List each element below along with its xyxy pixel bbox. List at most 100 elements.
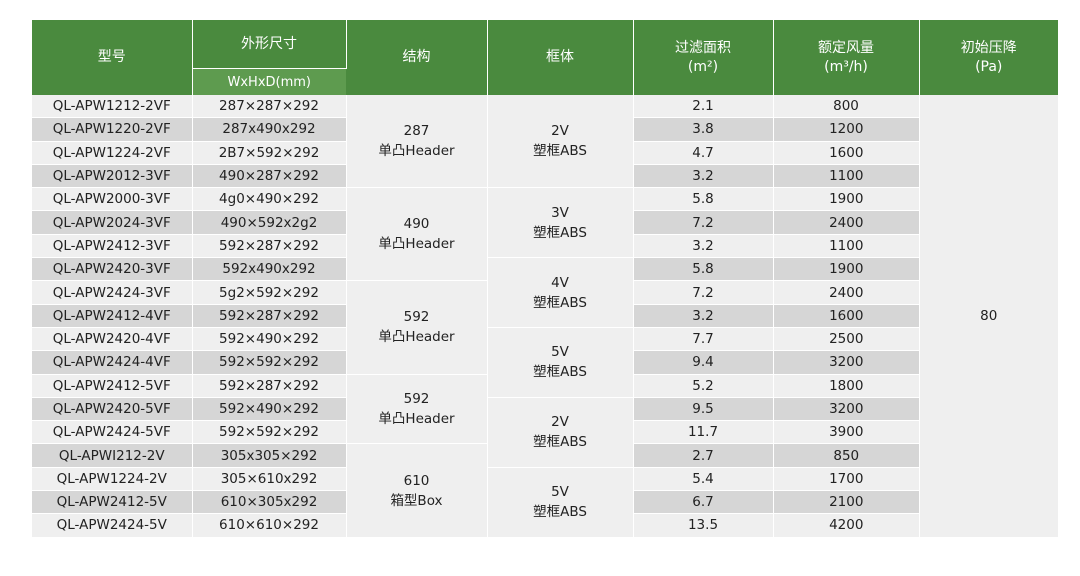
model-cell: QL-APW2420-3VF <box>32 257 193 282</box>
table-body: QL-APW1212-2VF 287×287×292 287 单凸Header 2V … <box>32 95 1058 538</box>
filter-spec-table: 型号 外形尺寸 结构 框体 过滤面积 (m²) 额定风量 (m³/h) 初始压降… <box>32 20 1058 538</box>
table-row: QL-APW1224-2VF 2B7×592×292 4.7 1600 <box>32 141 1058 165</box>
model-cell: QL-APW2012-3VF <box>32 164 193 189</box>
table-row: QL-APW2424-5VF 592×592×292 11.7 3900 <box>32 420 1058 445</box>
frame-label: 2V 塑框ABS <box>533 123 587 160</box>
structure-cell: 592 单凸Header <box>346 374 488 445</box>
model-cell: QL-APW1212-2VF <box>32 95 193 119</box>
model-cell: QL-APW2412-5V <box>32 490 193 515</box>
filter-area-cell: 7.2 <box>633 210 774 235</box>
airflow-cell: 1100 <box>773 164 919 189</box>
table-row: QL-APW2412-3VF 592×287×292 3.2 1100 <box>32 234 1058 259</box>
airflow-cell: 1900 <box>773 257 919 282</box>
airflow-cell: 800 <box>773 95 920 119</box>
filter-area-cell: 5.4 <box>633 467 774 492</box>
header-dimensions-unit: WxHxD(mm) <box>192 68 346 95</box>
table-row: QL-APW1220-2VF 287x490x292 3.8 1200 <box>32 117 1058 142</box>
table-row: QL-APW2420-4VF 592×490×292 5V 塑框ABS 7.7 2500 <box>32 327 1058 398</box>
header-structure: 结构 <box>346 20 488 95</box>
table-row: QL-APW2424-5V 610×610×292 13.5 4200 <box>32 513 1058 538</box>
structure-cell: 592 单凸Header <box>346 280 488 375</box>
model-cell: QL-APW2412-3VF <box>32 234 193 259</box>
model-cell: QL-APW2424-5V <box>32 513 193 538</box>
structure-label: 490 单凸Header <box>378 216 455 253</box>
airflow-cell: 2100 <box>773 490 919 515</box>
dimensions-cell: 592×287×292 <box>192 374 347 398</box>
airflow-cell: 1900 <box>773 187 919 212</box>
table-row: QL-APW2012-3VF 490×287×292 3.2 1100 <box>32 164 1058 189</box>
frame-cell: 2V 塑框ABS <box>487 95 634 189</box>
frame-cell: 4V 塑框ABS <box>487 257 634 328</box>
structure-label: 592 单凸Header <box>378 309 455 346</box>
airflow-cell: 4200 <box>773 513 919 538</box>
airflow-cell: 850 <box>773 443 919 468</box>
model-cell: QL-APW2000-3VF <box>32 187 193 212</box>
frame-cell: 2V 塑框ABS <box>487 397 634 468</box>
frame-label: 3V 塑框ABS <box>533 204 587 241</box>
filter-area-cell: 2.1 <box>633 95 774 119</box>
filter-area-cell: 4.7 <box>633 141 774 165</box>
airflow-cell: 1800 <box>773 374 919 398</box>
model-cell: QL-APWI212-2V <box>32 443 193 468</box>
dimensions-cell: 592×592×292 <box>192 420 347 445</box>
dimensions-cell: 592×287×292 <box>192 234 347 259</box>
filter-area-cell: 7.7 <box>633 327 774 352</box>
model-cell: QL-APW1220-2VF <box>32 117 193 142</box>
table-row: QL-APW2412-5V 610×305x292 6.7 2100 <box>32 490 1058 515</box>
table-row: QL-APWI212-2V 305x305×292 610 箱型Box 2.7 850 <box>32 443 1058 538</box>
filter-area-cell: 3.2 <box>633 234 774 259</box>
model-cell: QL-APW2412-5VF <box>32 374 193 398</box>
structure-cell: 490 单凸Header <box>346 187 488 282</box>
airflow-cell: 1200 <box>773 117 919 142</box>
table-row: QL-APW2420-5VF 592×490×292 2V 塑框ABS 9.5 3200 <box>32 397 1058 468</box>
structure-label: 287 单凸Header <box>378 123 455 160</box>
table-row: QL-APW2420-3VF 592x490x292 4V 塑框ABS 5.8 1900 <box>32 257 1058 328</box>
dimensions-cell: 592×287×292 <box>192 304 347 328</box>
filter-area-cell: 6.7 <box>633 490 774 515</box>
dimensions-cell: 287x490x292 <box>192 117 347 142</box>
airflow-cell: 3900 <box>773 420 919 445</box>
dimensions-cell: 610×305x292 <box>192 490 347 515</box>
table-row: QL-APW2412-5VF 592×287×292 592 单凸Header 5.2… <box>32 374 1058 445</box>
table-row: QL-APW2024-3VF 490×592x2g2 7.2 2400 <box>32 210 1058 235</box>
filter-area-cell: 11.7 <box>633 420 774 445</box>
header-rated-airflow: 额定风量 (m³/h) <box>773 20 920 95</box>
dimensions-cell: 592×490×292 <box>192 397 347 422</box>
structure-label: 610 箱型Box <box>390 472 443 509</box>
dimensions-cell: 305x305×292 <box>192 443 347 468</box>
frame-label: 2V 塑框ABS <box>533 414 587 451</box>
filter-area-cell: 13.5 <box>633 513 774 538</box>
dimensions-cell: 287×287×292 <box>192 95 347 119</box>
model-cell: QL-APW2420-4VF <box>32 327 193 352</box>
filter-area-cell: 5.2 <box>633 374 774 398</box>
dimensions-cell: 2B7×592×292 <box>192 141 347 165</box>
model-cell: QL-APW2412-4VF <box>32 304 193 328</box>
filter-area-cell: 9.4 <box>633 350 774 375</box>
frame-label: 4V 塑框ABS <box>533 274 587 311</box>
dimensions-cell: 592×490×292 <box>192 327 347 352</box>
dimensions-cell: 5g2×592×292 <box>192 280 347 305</box>
dimensions-cell: 592x490x292 <box>192 257 347 282</box>
frame-label: 5V 塑框ABS <box>533 484 587 521</box>
structure-label: 592 单凸Header <box>378 391 455 427</box>
initial-pressure-cell: 80 <box>919 95 1058 538</box>
filter-area-cell: 5.8 <box>633 257 774 282</box>
dimensions-cell: 610×610×292 <box>192 513 347 538</box>
dimensions-cell: 4g0×490×292 <box>192 187 347 212</box>
frame-cell: 3V 塑框ABS <box>487 187 634 259</box>
model-cell: QL-APW2420-5VF <box>32 397 193 422</box>
model-cell: QL-APW2424-3VF <box>32 280 193 305</box>
header-dimensions: 外形尺寸 <box>192 20 347 69</box>
spec-table-container: 型号 外形尺寸 结构 框体 过滤面积 (m²) 额定风量 (m³/h) 初始压降… <box>32 20 1058 538</box>
structure-cell: 610 箱型Box <box>346 443 488 538</box>
airflow-cell: 1600 <box>773 141 919 165</box>
airflow-cell: 1700 <box>773 467 919 492</box>
airflow-cell: 3200 <box>773 350 919 375</box>
model-cell: QL-APW2024-3VF <box>32 210 193 235</box>
airflow-cell: 1600 <box>773 304 919 328</box>
table-row: QL-APW2000-3VF 4g0×490×292 490 单凸Header 3V … <box>32 187 1058 282</box>
filter-area-cell: 2.7 <box>633 443 774 468</box>
filter-area-cell: 7.2 <box>633 280 774 305</box>
filter-area-cell: 3.2 <box>633 164 774 189</box>
frame-cell: 5V 塑框ABS <box>487 467 634 538</box>
